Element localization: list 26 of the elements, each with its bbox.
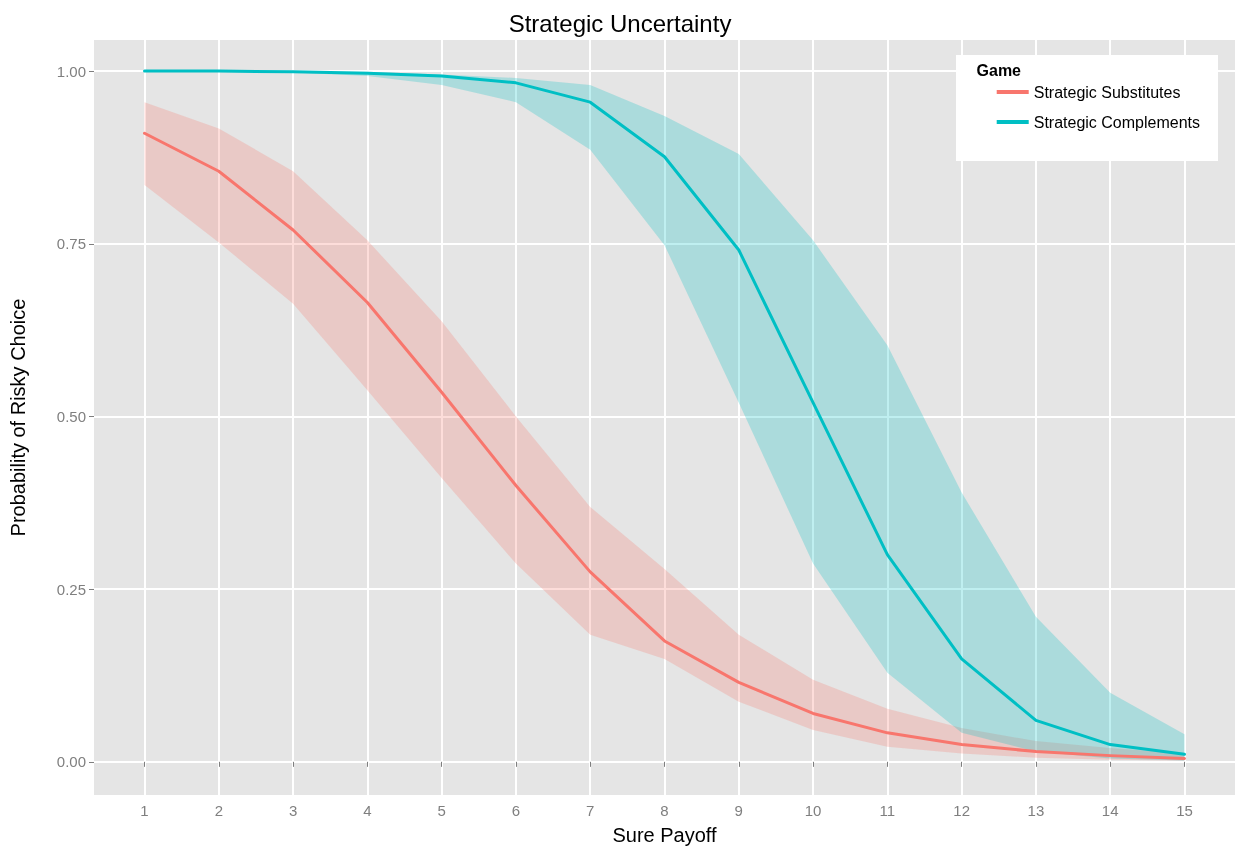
legend-title: Game [976,61,1022,79]
x-tick-label: 6 [511,802,521,819]
x-tick-label: 5 [437,802,446,819]
y-tick-label: 0.50 [56,407,86,425]
legend-label: Strategic Substitutes [1033,83,1181,101]
x-tick-label: 10 [804,802,822,819]
x-tick-label: 14 [1101,802,1119,819]
x-tick-label: 9 [734,802,743,819]
x-tick-label: 7 [586,802,595,819]
y-tick-label: 0.75 [56,235,86,253]
x-tick-label: 12 [953,802,970,819]
x-tick-label: 4 [363,802,372,819]
legend-label: Strategic Complements [1033,113,1201,131]
x-axis-title: Sure Payoff [612,824,718,846]
x-tick-label: 1 [140,802,149,819]
x-tick-label: 8 [660,802,669,819]
x-tick-label: 2 [214,802,223,819]
y-tick-label: 0.00 [56,753,86,771]
x-tick-label: 3 [288,802,298,819]
x-tick-label: 13 [1027,802,1045,819]
y-tick-label: 0.25 [56,580,86,598]
y-axis-title: Probability of Risky Choice [7,298,29,537]
x-tick-label: 15 [1176,802,1193,819]
chart-title: Strategic Uncertainty [508,9,732,37]
x-tick-label: 11 [879,802,896,819]
y-tick-label: 1.00 [56,62,86,80]
